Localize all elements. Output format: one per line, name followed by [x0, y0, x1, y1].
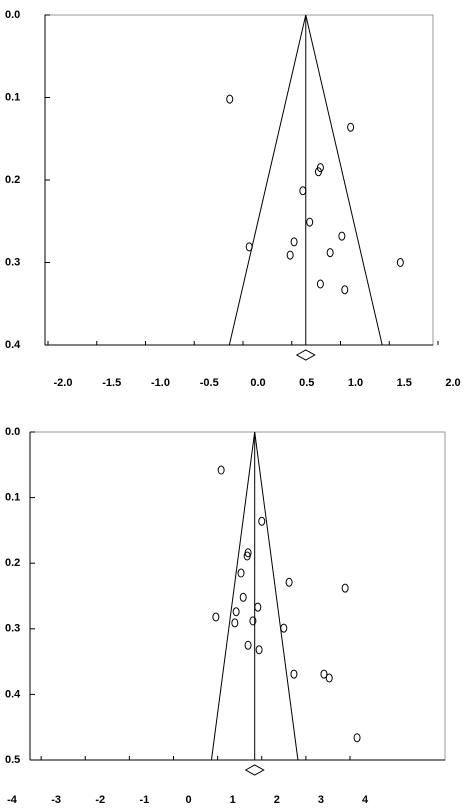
- y-tick-label: 0.0: [5, 9, 20, 21]
- x-tick-label: -1.5: [102, 377, 121, 389]
- funnel-left: [229, 15, 305, 345]
- x-tick-label: 2: [274, 794, 280, 806]
- pooled-diamond: [297, 350, 315, 360]
- plot-frame: [30, 432, 445, 760]
- study-point: [246, 243, 252, 251]
- x-tick-label: -4: [7, 794, 18, 806]
- study-point: [326, 674, 332, 682]
- y-tick-label: 0.4: [5, 688, 21, 700]
- study-point: [354, 734, 360, 742]
- study-point: [300, 187, 306, 195]
- y-tick-label: 0.2: [5, 174, 20, 186]
- study-point: [397, 259, 403, 267]
- x-tick-label: 4: [362, 794, 369, 806]
- study-point: [348, 123, 354, 131]
- y-tick-label: 0.3: [5, 256, 20, 268]
- x-tick-label: 0.0: [250, 377, 265, 389]
- study-point: [227, 95, 233, 103]
- x-tick-label: 0.5: [299, 377, 314, 389]
- study-point: [287, 251, 293, 259]
- study-point: [232, 619, 238, 627]
- y-tick-label: 0.4: [5, 339, 21, 351]
- study-point: [238, 569, 244, 577]
- plot-frame: [45, 15, 433, 345]
- x-tick-label: 1.0: [348, 377, 363, 389]
- y-tick-label: 0.1: [5, 91, 20, 103]
- x-tick-label: -3: [51, 794, 61, 806]
- study-point: [233, 608, 239, 616]
- study-point: [255, 603, 261, 611]
- study-point: [218, 466, 224, 474]
- x-tick-label: 0: [185, 794, 191, 806]
- x-tick-label: -2.0: [54, 377, 73, 389]
- x-tick-label: 1: [230, 794, 236, 806]
- funnel-right: [255, 432, 298, 760]
- study-point: [213, 613, 219, 621]
- study-point: [286, 578, 292, 586]
- x-tick-label: -1: [139, 794, 149, 806]
- study-point: [342, 584, 348, 592]
- x-tick-label: -0.5: [200, 377, 219, 389]
- x-tick-label: 2.0: [445, 377, 460, 389]
- study-point: [245, 641, 251, 649]
- study-point: [342, 286, 348, 294]
- x-tick-label: -1.0: [151, 377, 170, 389]
- x-tick-label: -2: [95, 794, 105, 806]
- y-tick-label: 0.5: [5, 754, 20, 766]
- study-point: [307, 218, 313, 226]
- study-point: [259, 517, 265, 525]
- x-tick-label: 3: [318, 794, 324, 806]
- y-tick-label: 0.1: [5, 492, 20, 504]
- y-tick-label: 0.3: [5, 623, 20, 635]
- study-point: [317, 280, 323, 288]
- study-point: [291, 670, 297, 678]
- study-point: [327, 249, 333, 257]
- study-point: [291, 238, 297, 246]
- study-point: [281, 624, 287, 632]
- study-point: [339, 232, 345, 240]
- y-tick-label: 0.0: [5, 426, 20, 438]
- study-point: [240, 593, 246, 601]
- pooled-diamond: [246, 765, 264, 775]
- funnel-right: [306, 15, 382, 345]
- x-tick-label: 1.5: [397, 377, 412, 389]
- y-tick-label: 0.2: [5, 557, 20, 569]
- study-point: [256, 646, 262, 654]
- funnel-left: [211, 432, 254, 760]
- funnel-plots: 0.0 0.1 0.2 0.3 0.4 -2.0 -1.5 -1.0 -0.5 0.0 0.5 1.0…: [0, 0, 463, 809]
